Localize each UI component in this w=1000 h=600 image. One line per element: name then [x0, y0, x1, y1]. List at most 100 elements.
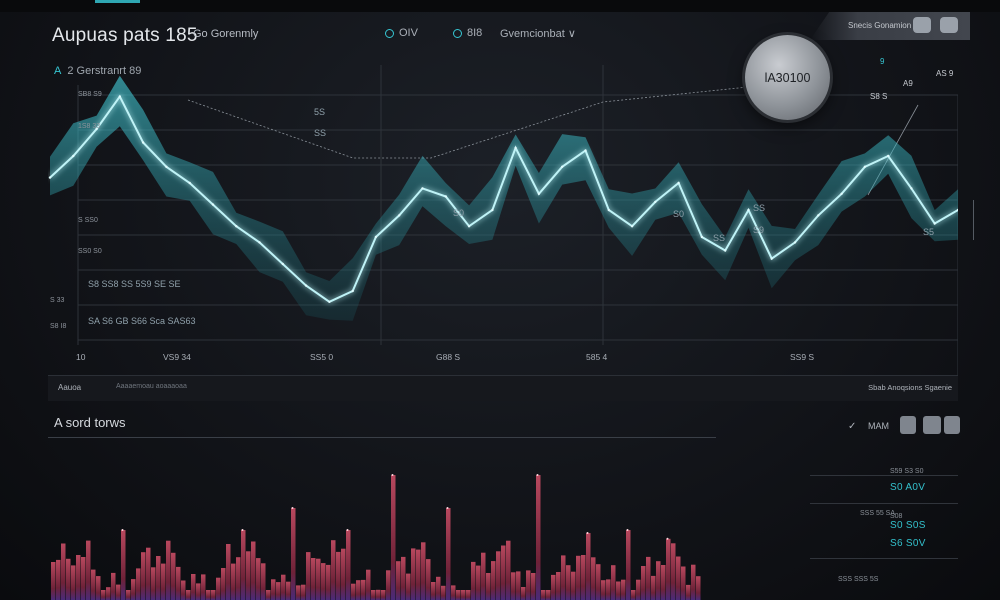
series-point — [444, 195, 447, 198]
spectrum-bar — [271, 579, 276, 600]
stat-label: SSS SSS 5S — [838, 576, 879, 583]
spectrum-bar — [351, 583, 356, 600]
lower-control-label[interactable]: MAM — [868, 421, 889, 431]
series-point — [770, 257, 773, 260]
stat-value: S0 S0S — [890, 520, 926, 531]
spectrum-bar — [656, 561, 661, 600]
footer-left-label: Aauoa — [58, 383, 82, 392]
spectrum-bar — [181, 580, 186, 600]
series-point — [933, 222, 936, 225]
spectrum-bar — [411, 548, 416, 600]
spectrum-bar — [346, 530, 351, 600]
spectrum-bar — [366, 569, 371, 600]
footer-left-sub: Aaaaemoau aoaaaoaa — [116, 383, 187, 390]
footer-right-label: Sbab Anoqsions Sgaenie — [868, 383, 952, 392]
header-dropdown[interactable]: Gvemcionbat ∨ — [500, 27, 576, 40]
divider — [48, 437, 716, 438]
series-point — [235, 225, 238, 228]
spectrum-bar — [286, 581, 291, 600]
series-point — [863, 165, 867, 168]
chart-label-text: 2 Gerstranrt 89 — [67, 65, 142, 77]
series-point — [141, 141, 145, 144]
spectrum-bar — [201, 574, 206, 600]
spectrum-bar — [446, 508, 451, 600]
spectrum-bar — [541, 590, 546, 600]
spectrum-bar — [261, 563, 266, 600]
y-tick: S 33 — [50, 297, 65, 304]
device-icon[interactable] — [944, 416, 960, 434]
spectrum-bar — [71, 565, 76, 600]
spectrum-bar — [621, 579, 626, 600]
spectrum-bar — [566, 565, 571, 600]
teal-ring-icon — [453, 28, 462, 38]
spectrum-bar — [481, 552, 486, 600]
spectrum-bar — [196, 583, 201, 600]
spectrum-bar — [266, 590, 271, 600]
header: Aupuas pats 185 Go Gorenmly OIV 8I8 Gvem… — [45, 15, 975, 55]
y-tick: 1S8 33 — [78, 123, 101, 130]
spectrum-bar — [281, 574, 286, 600]
chart-annotation: S0 — [673, 209, 685, 219]
spectrum-bar — [696, 576, 701, 600]
spectrum-bar — [441, 585, 446, 600]
spectrum-bar — [291, 508, 296, 600]
spectrum-bar — [156, 556, 161, 600]
spectrum-bar — [671, 543, 676, 600]
spectrum-bar — [521, 587, 526, 600]
series-point — [654, 200, 657, 204]
lower-title: A sord torws — [54, 415, 126, 430]
series-point — [491, 208, 494, 212]
spectrum-bar — [431, 582, 436, 600]
spectrum-bar — [246, 551, 251, 600]
spectrum-peak — [241, 529, 244, 531]
spectrum-bar — [146, 547, 151, 600]
spectrum-bar — [556, 572, 561, 600]
series-point — [910, 187, 913, 190]
spectrum-bar — [231, 563, 236, 600]
y-tick: SS0 S0 — [78, 248, 102, 255]
value-badge[interactable]: lA30100 — [745, 35, 830, 120]
scroll-handle[interactable] — [973, 200, 976, 240]
series-point — [211, 203, 215, 206]
spectrum-bar — [316, 558, 321, 600]
spectrum-bar — [361, 579, 366, 600]
x-tick: SS5 0 — [310, 352, 334, 362]
series-point — [72, 154, 75, 158]
spectrum-peak — [536, 474, 539, 476]
spectrum-bar — [641, 566, 646, 600]
side-label: 9 — [880, 57, 885, 66]
stat-label: SSS 55 SA — [860, 510, 896, 517]
cloud-icon[interactable] — [913, 17, 931, 33]
header-item-oiv[interactable]: OIV — [385, 27, 418, 39]
spectrum-bar — [66, 558, 71, 600]
spectrum-bar — [226, 544, 231, 600]
chart-annotation: 5S — [314, 107, 326, 117]
header-item-8i8[interactable]: 8I8 — [453, 27, 482, 39]
stat-value: S6 S0V — [890, 538, 926, 549]
stat-label: S59 S3 S0 — [890, 468, 924, 475]
side-label: S8 S — [870, 92, 888, 101]
spectrum-bar — [526, 570, 531, 600]
series-layer — [48, 75, 958, 321]
spectrum-peak — [586, 532, 589, 534]
clipboard-icon[interactable] — [900, 416, 916, 434]
series-point — [398, 214, 401, 217]
series-point — [747, 208, 750, 212]
lower-panel: A sord torws ✓ MAM S59 S3 S0 S0 A0V SSS … — [48, 400, 960, 600]
spectrum-bar — [116, 584, 121, 600]
user-icon[interactable] — [940, 17, 958, 33]
spectrum-bar — [161, 563, 166, 600]
chart-footer: Aauoa Aaaaemoau aoaaaoaa Sbab Anoqsions … — [48, 375, 958, 401]
main-chart-panel: A 2 Gerstranrt 89 SB8 S9 1S8 33 S SS0 SS0… — [48, 35, 958, 401]
spectrum-bar — [676, 556, 681, 600]
y-tick: S SS0 — [78, 217, 98, 224]
folder-icon[interactable] — [923, 416, 941, 434]
header-right-text: Snecis Gonamion — [848, 21, 912, 30]
x-tick: 10 — [76, 352, 86, 362]
spectrum-bar — [111, 572, 116, 600]
divider — [810, 475, 958, 476]
series-point — [258, 241, 261, 244]
spectrum-bar — [331, 540, 336, 600]
check-icon[interactable]: ✓ — [848, 421, 857, 432]
stat-label: S08 — [890, 513, 903, 520]
